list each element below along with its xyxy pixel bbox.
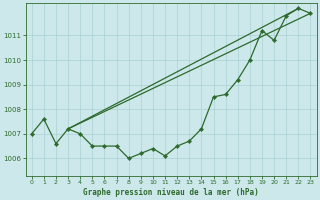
X-axis label: Graphe pression niveau de la mer (hPa): Graphe pression niveau de la mer (hPa): [83, 188, 259, 197]
